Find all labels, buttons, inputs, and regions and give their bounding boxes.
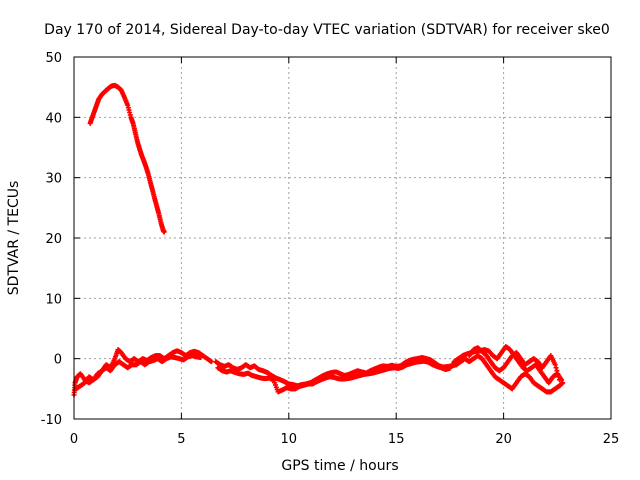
data-point (161, 229, 167, 235)
series-8 (466, 345, 562, 383)
y-tick-label: 0 (54, 353, 62, 368)
data-point (552, 362, 558, 368)
x-tick-label: 0 (70, 432, 78, 447)
y-axis-title: SDTVAR / TECUs (6, 181, 22, 296)
data-point (554, 368, 560, 374)
x-tick-label: 5 (177, 432, 185, 447)
x-tick-label: 15 (388, 432, 405, 447)
x-tick-label: 10 (281, 432, 298, 447)
y-tick-label: 50 (45, 51, 62, 66)
data-point (447, 365, 453, 371)
data-point (560, 380, 566, 386)
series-7 (449, 353, 566, 395)
x-tick-label: 25 (603, 432, 620, 447)
y-tick-label: -10 (41, 413, 62, 428)
data-point (208, 359, 214, 365)
series-5 (215, 358, 453, 395)
y-tick-label: 40 (45, 111, 62, 126)
data-points (71, 82, 566, 398)
data-point (553, 365, 559, 371)
data-point (556, 374, 562, 380)
tick-labels: 0 5 10 15 20 25 -10 0 10 20 30 40 50 (41, 51, 620, 447)
series-1 (87, 82, 167, 235)
x-tick-label: 20 (495, 432, 512, 447)
data-point (556, 377, 562, 383)
x-axis-title: GPS time / hours (281, 458, 398, 474)
plot-frame (73, 56, 612, 420)
y-tick-label: 10 (45, 292, 62, 307)
series-3 (73, 353, 204, 392)
data-point (555, 371, 561, 377)
data-point (198, 354, 204, 360)
chart-title: Day 170 of 2014, Sidereal Day-to-day VTE… (44, 22, 610, 38)
y-tick-label: 20 (45, 232, 62, 247)
y-tick-label: 30 (45, 172, 62, 187)
